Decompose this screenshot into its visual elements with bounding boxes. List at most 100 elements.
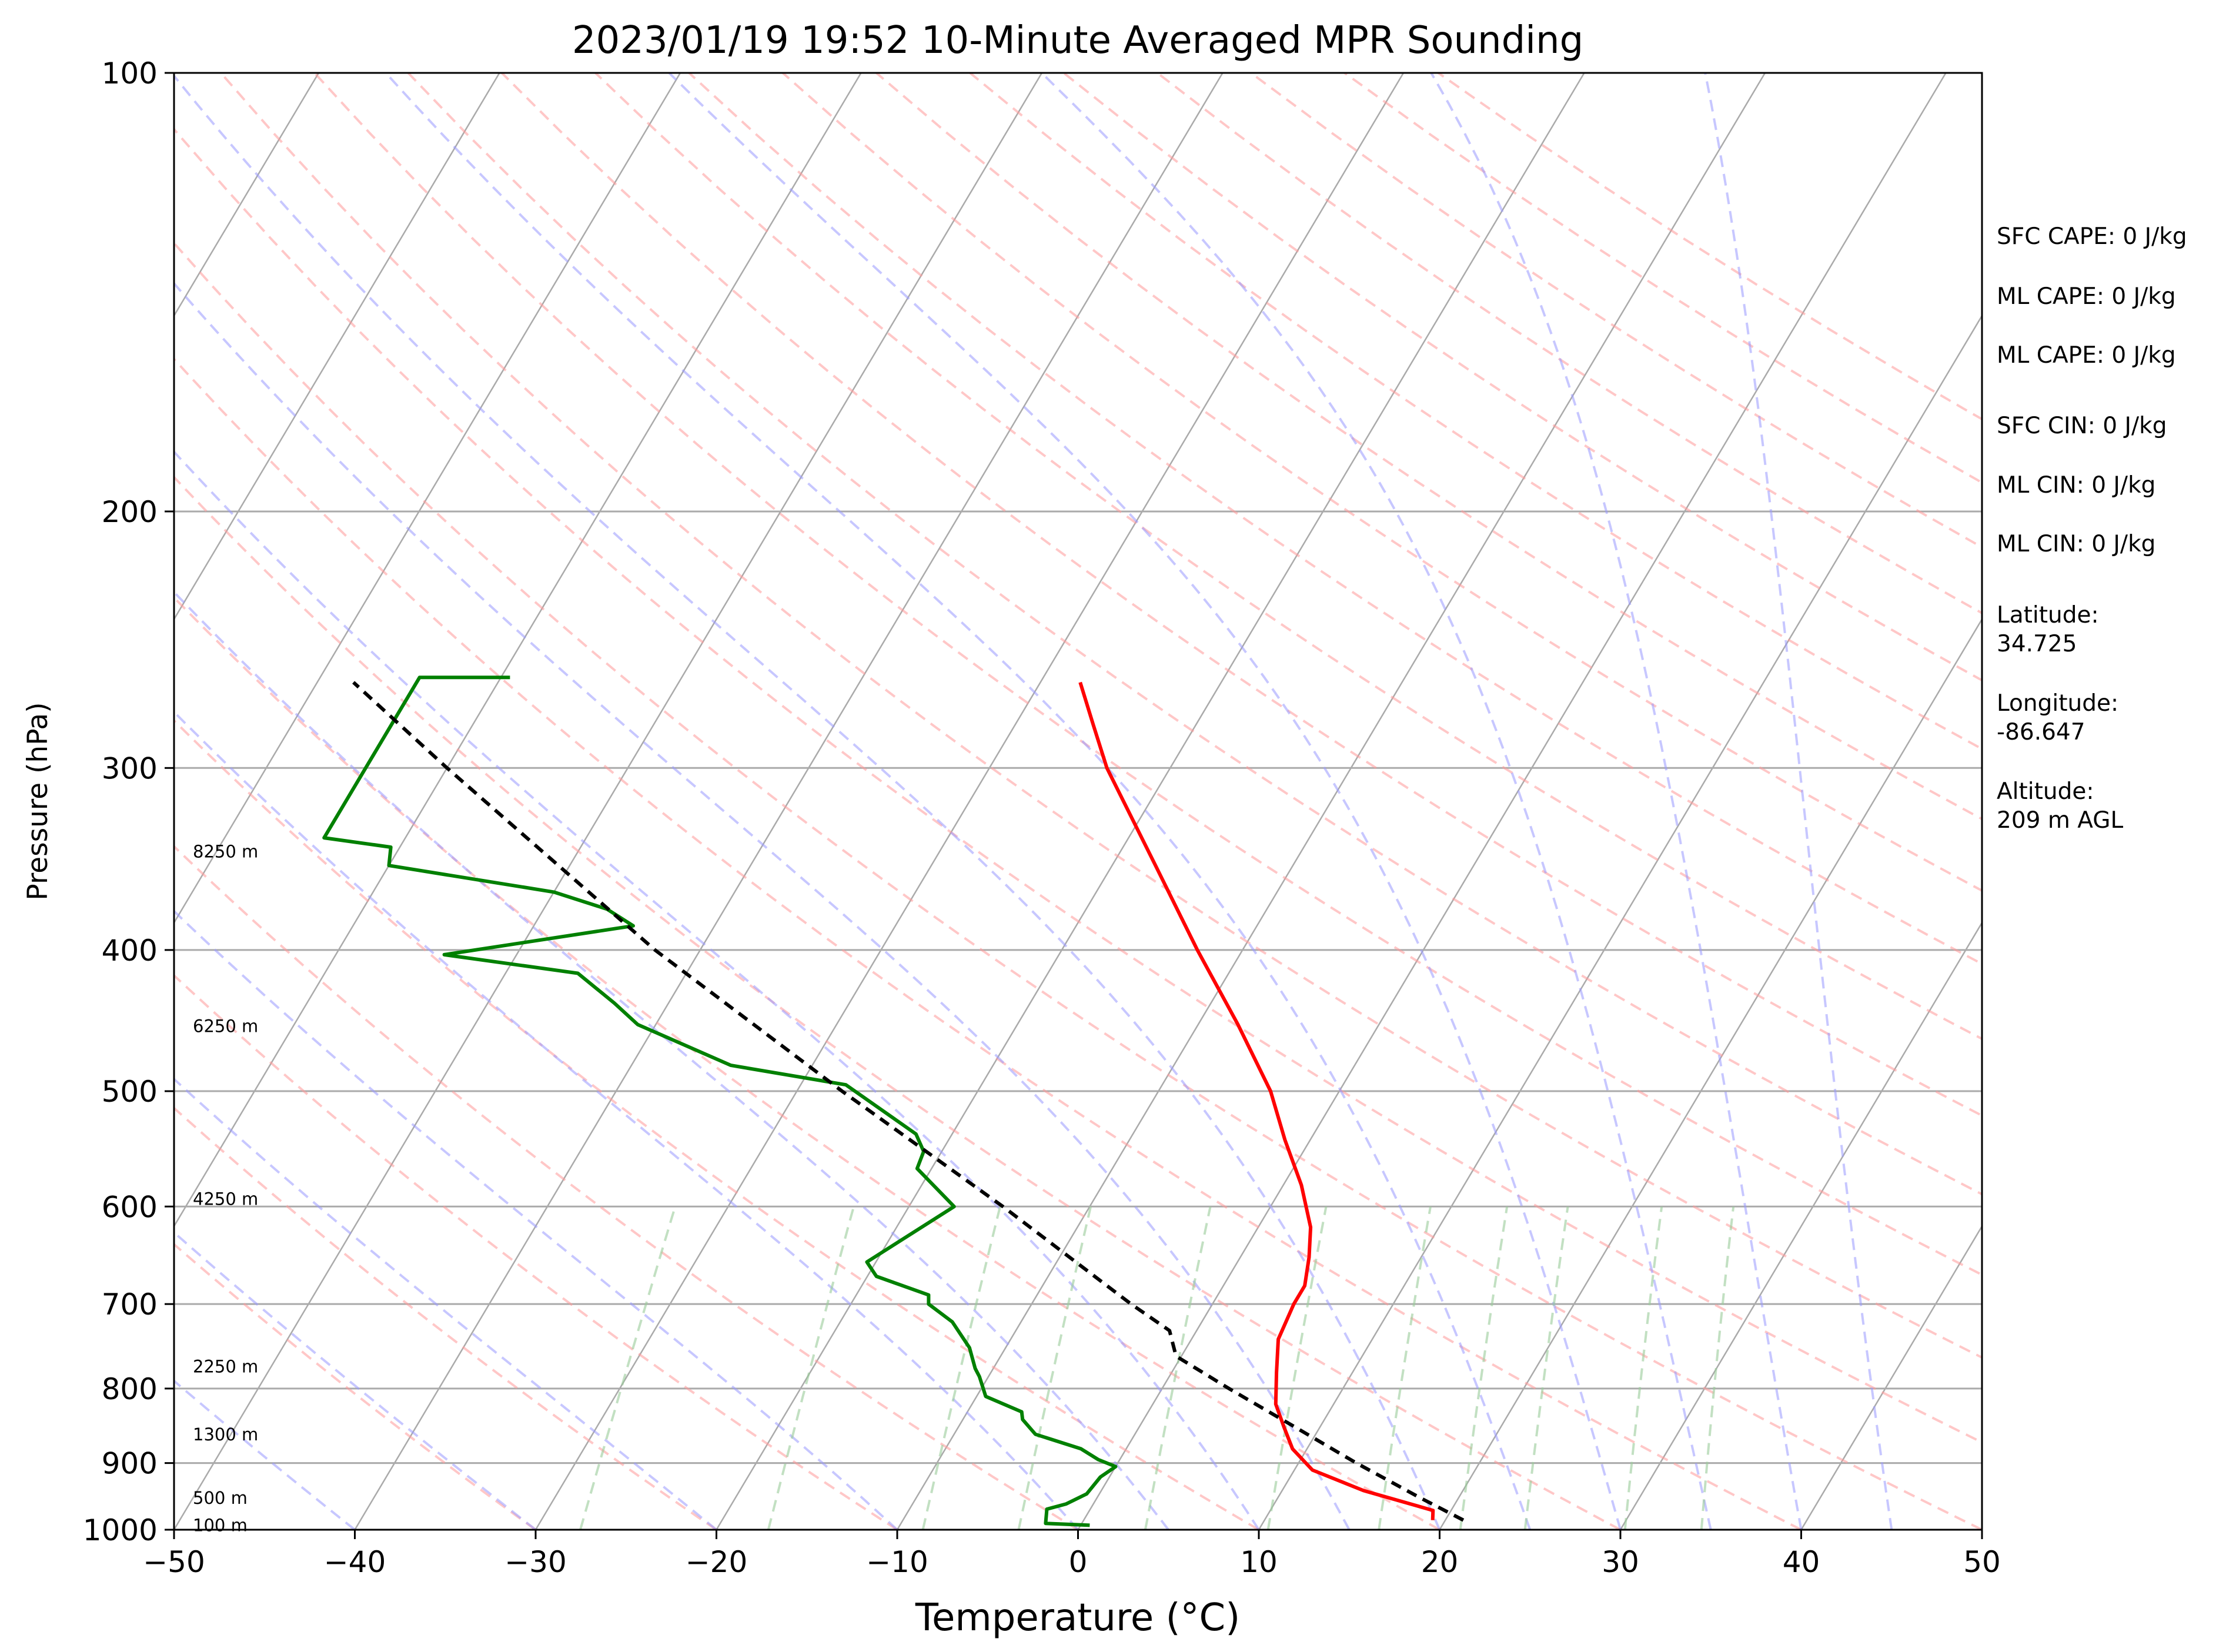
latitude-label: Latitude: [1997, 602, 2099, 628]
isotherm-line [716, 73, 1585, 1530]
mixing-ratio-line [1700, 1206, 1735, 1530]
x-tick-label: −20 [686, 1545, 748, 1579]
moist-adiabat [174, 1230, 537, 1530]
moist-adiabat [668, 73, 1622, 1530]
x-tick-label: −50 [143, 1545, 205, 1579]
dry-adiabat [174, 718, 1260, 1530]
dry-adiabat [174, 127, 1982, 1444]
ml-cape-text: ML CAPE: 0 J/kg [1997, 283, 2176, 310]
ml-cin-text: ML CIN: 0 J/kg [1997, 472, 2155, 499]
height-label: 2250 m [193, 1356, 258, 1376]
height-label: 4250 m [193, 1189, 258, 1209]
dry-adiabat [220, 73, 1982, 1359]
isotherm-line [534, 73, 1405, 1530]
moist-adiabat [1430, 73, 1803, 1530]
dry-adiabat [174, 241, 1982, 1530]
mixing-ratio-line [1266, 1206, 1328, 1530]
dry-adiabat [174, 357, 1802, 1530]
height-label: 500 m [193, 1488, 248, 1508]
isotherm-line [1619, 921, 1982, 1530]
dry-adiabat [174, 974, 898, 1530]
y-tick-label: 1000 [83, 1513, 158, 1547]
dry-adiabat [174, 596, 1440, 1530]
mixing-ratio-line [1459, 1206, 1509, 1530]
dry-adiabat [969, 73, 1982, 751]
mixing-ratio-line [1144, 1206, 1212, 1530]
sfc-cape-text: SFC CAPE: 0 J/kg [1997, 223, 2187, 250]
chart-title: 2023/01/19 19:52 10-Minute Averaged MPR … [572, 19, 1583, 62]
dry-adiabat [313, 73, 1982, 1276]
y-axis-ticks: 1000 900 800 700 600 500 400 300 200 100 [83, 56, 174, 1547]
x-tick-label: 20 [1421, 1545, 1459, 1579]
mixing-ratio-line [1523, 1206, 1569, 1530]
y-tick-label: 400 [102, 934, 158, 968]
dewpoint-profile [322, 675, 1118, 1527]
parcel-profile [352, 681, 1465, 1522]
mixing-ratio-line [767, 1206, 855, 1530]
mixing-ratio-line [1017, 1206, 1092, 1530]
x-tick-label: 0 [1069, 1545, 1088, 1579]
mixing-ratio-line [1623, 1206, 1663, 1530]
isotherm-line [1077, 73, 1947, 1530]
longitude-label: Longitude: [1997, 690, 2118, 717]
y-tick-label: 200 [102, 495, 158, 529]
info-panel: SFC CAPE: 0 J/kg ML CAPE: 0 J/kg ML CAPE… [1997, 223, 2187, 834]
ml-cin-text-2: ML CIN: 0 J/kg [1997, 531, 2155, 557]
longitude-value: -86.647 [1997, 719, 2085, 745]
height-label: 1300 m [193, 1424, 258, 1444]
latitude-value: 34.725 [1997, 631, 2077, 657]
moist-adiabat [174, 909, 898, 1530]
data-series [322, 675, 1465, 1527]
mixing-ratio-line [921, 1206, 1002, 1530]
y-tick-label: 500 [102, 1075, 158, 1109]
isotherm-line [354, 73, 1224, 1530]
isotherm-line [1439, 617, 1982, 1530]
moist-adiabat [174, 590, 1169, 1530]
isotherm-line [174, 73, 500, 621]
isotherm-line [174, 73, 681, 924]
dry-adiabat [174, 1242, 537, 1530]
isotherm-line [896, 73, 1766, 1530]
dry-adiabat [174, 845, 1079, 1530]
y-axis-label: Pressure (hPa) [22, 702, 54, 900]
isotherm-line [1258, 314, 1982, 1530]
x-axis-label: Temperature (°C) [915, 1596, 1240, 1640]
dry-adiabat [781, 73, 1982, 892]
x-tick-label: 50 [1963, 1545, 2001, 1579]
y-tick-label: 600 [102, 1190, 158, 1224]
y-tick-label: 300 [102, 751, 158, 785]
dry-adiabat [407, 73, 1982, 1196]
height-label: 6250 m [193, 1016, 258, 1036]
moist-adiabat [174, 282, 1351, 1530]
height-labels: 100 m 500 m 1300 m 2250 m 4250 m 6250 m 8250 m [193, 842, 258, 1536]
height-label: 8250 m [193, 842, 258, 862]
height-label: 100 m [193, 1516, 248, 1536]
moist-adiabat [174, 450, 1260, 1530]
sfc-cin-text: SFC CIN: 0 J/kg [1997, 413, 2167, 439]
dry-adiabat [174, 1106, 717, 1530]
dry-adiabat [875, 73, 1982, 821]
y-tick-label: 700 [102, 1288, 158, 1322]
mixing-ratio-line [1378, 1206, 1432, 1530]
moist-adiabat [1041, 73, 1712, 1530]
dry-adiabat [1062, 73, 1982, 682]
moist-adiabat [385, 73, 1532, 1530]
moist-adiabat [174, 73, 1441, 1530]
x-tick-label: 30 [1602, 1545, 1639, 1579]
isotherm-line [174, 73, 1043, 1530]
mixing-ratio-line [579, 1206, 677, 1530]
dry-adiabat [500, 73, 1982, 1117]
ml-cape-text-2: ML CAPE: 0 J/kg [1997, 342, 2176, 369]
x-tick-label: 10 [1240, 1545, 1278, 1579]
y-tick-label: 800 [102, 1372, 158, 1406]
moist-adiabat [174, 710, 1079, 1530]
y-tick-label: 900 [102, 1447, 158, 1481]
x-tick-label: −10 [866, 1545, 928, 1579]
altitude-label: Altitude: [1997, 778, 2094, 805]
x-tick-label: −40 [324, 1545, 386, 1579]
x-tick-label: −30 [504, 1545, 567, 1579]
altitude-value: 209 m AGL [1997, 807, 2123, 834]
x-tick-label: 40 [1783, 1545, 1820, 1579]
isotherm-line [174, 73, 862, 1228]
